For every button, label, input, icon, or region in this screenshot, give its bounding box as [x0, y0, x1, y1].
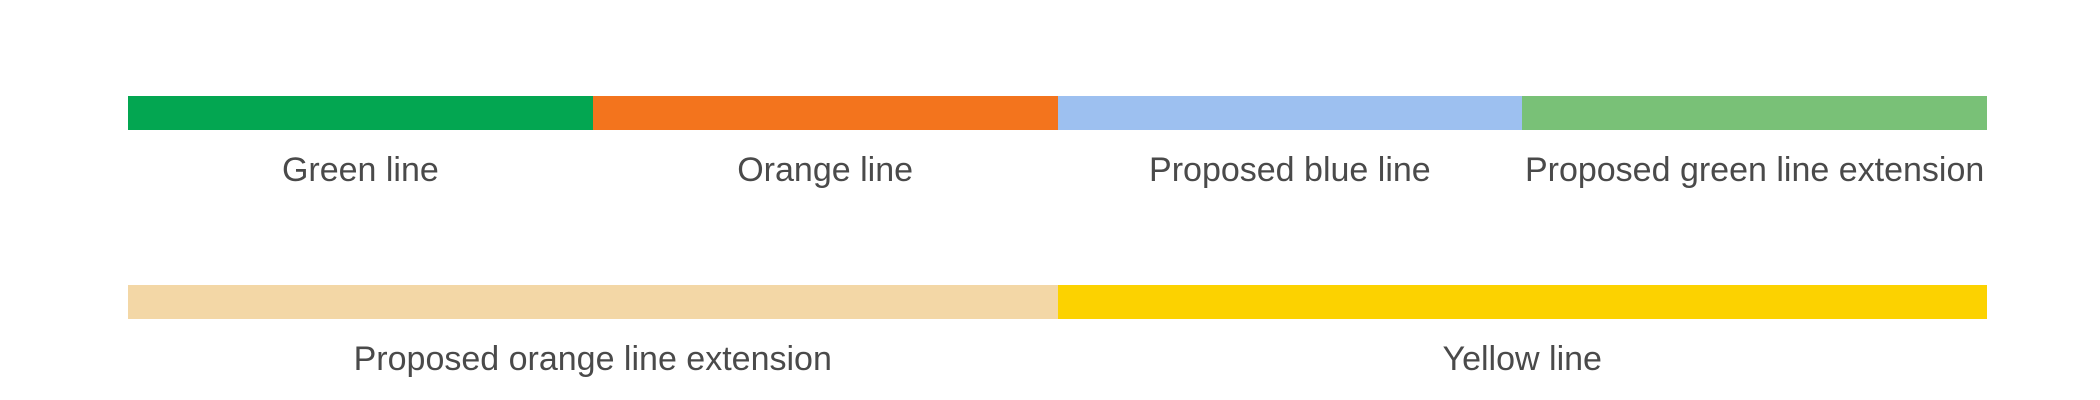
proposed-blue-line-swatch — [1057, 96, 1523, 130]
legend-swatch-strip — [128, 96, 1987, 130]
orange-line-swatch — [592, 96, 1058, 130]
legend-label-row: Green line Orange line Proposed blue lin… — [128, 150, 1987, 190]
orange-line-label: Orange line — [737, 151, 914, 189]
legend-row-2: Proposed orange line extension Yellow li… — [128, 285, 1987, 379]
proposed-green-line-extension-label: Proposed green line extension — [1524, 151, 1985, 189]
green-line-label: Green line — [281, 151, 439, 189]
legend-swatch-strip — [128, 285, 1987, 319]
proposed-orange-line-extension-swatch — [128, 285, 1058, 319]
legend-row-1: Green line Orange line Proposed blue lin… — [128, 96, 1987, 190]
proposed-blue-line-label: Proposed blue line — [1149, 151, 1431, 189]
yellow-line-swatch — [1057, 285, 1987, 319]
proposed-orange-line-extension-label: Proposed orange line extension — [353, 340, 832, 378]
proposed-green-line-extension-swatch — [1522, 96, 1987, 130]
yellow-line-label: Yellow line — [1442, 340, 1602, 378]
green-line-swatch — [128, 96, 593, 130]
legend-label-row: Proposed orange line extension Yellow li… — [128, 339, 1987, 379]
